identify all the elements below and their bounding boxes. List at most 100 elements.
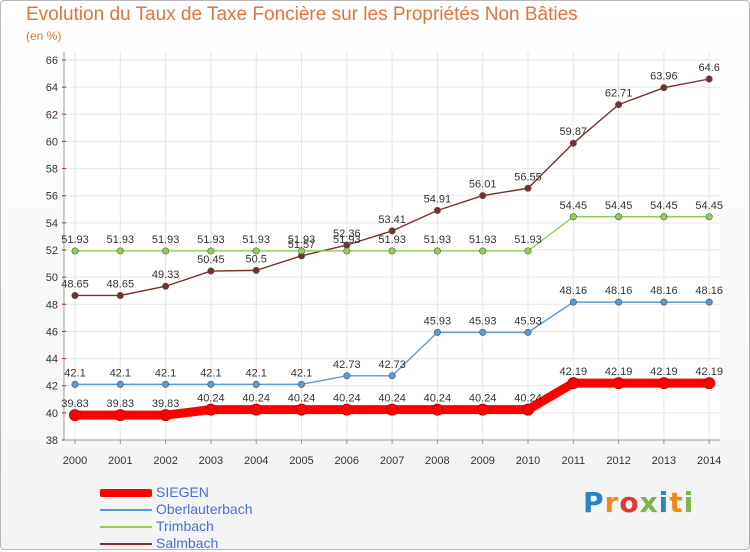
legend-item-siegen: SIEGEN (100, 484, 253, 501)
data-label-trimbach: 51.93 (61, 234, 89, 246)
data-point-salmbach (524, 184, 532, 192)
data-label-salmbach: 48.65 (61, 278, 89, 290)
data-label-siegen: 40.24 (333, 393, 361, 405)
data-label-oberlauterbach: 42.73 (378, 359, 406, 371)
data-label-oberlauterbach: 48.16 (650, 285, 678, 297)
logo-letter: t (669, 486, 684, 519)
data-point-oberlauterbach (524, 328, 532, 336)
data-point-siegen (657, 377, 670, 390)
data-point-siegen (114, 409, 127, 422)
chart-legend: SIEGEN Oberlauterbach Trimbach Salmbach (100, 484, 253, 552)
data-point-salmbach (479, 192, 487, 200)
data-label-siegen: 40.24 (242, 393, 270, 405)
data-point-oberlauterbach (615, 298, 623, 306)
data-label-salmbach: 54.91 (424, 194, 452, 206)
data-label-trimbach: 51.93 (514, 234, 542, 246)
data-point-oberlauterbach (388, 372, 396, 380)
legend-label-trimbach: Trimbach (156, 518, 214, 534)
data-label-salmbach: 63.96 (650, 71, 678, 83)
data-label-oberlauterbach: 45.93 (469, 315, 497, 327)
legend-item-oberlauterbach: Oberlauterbach (100, 501, 253, 518)
data-label-salmbach: 49.33 (152, 269, 180, 281)
data-point-trimbach (433, 247, 441, 255)
y-tick-label: 62 (46, 109, 58, 121)
data-label-trimbach: 54.45 (650, 200, 678, 212)
logo-letter: o (619, 486, 640, 519)
data-point-salmbach (569, 139, 577, 147)
legend-label-siegen: SIEGEN (156, 484, 209, 500)
y-tick-label: 40 (46, 408, 58, 420)
y-tick-label: 38 (46, 435, 58, 447)
data-label-salmbach: 50.5 (245, 253, 266, 265)
x-tick-label: 2013 (652, 455, 676, 467)
data-point-salmbach (433, 207, 441, 215)
data-label-salmbach: 56.55 (514, 171, 542, 183)
data-point-oberlauterbach (569, 298, 577, 306)
data-point-trimbach (252, 247, 260, 255)
data-label-siegen: 39.83 (152, 398, 180, 410)
data-label-trimbach: 51.93 (197, 234, 225, 246)
data-point-siegen (295, 403, 308, 416)
data-label-trimbach: 51.93 (152, 234, 180, 246)
y-tick-label: 66 (46, 55, 58, 67)
data-point-siegen (522, 403, 534, 416)
data-label-oberlauterbach: 42.73 (333, 359, 361, 371)
data-point-salmbach (71, 291, 79, 299)
data-label-siegen: 40.24 (378, 393, 406, 405)
x-tick-label: 2004 (244, 455, 268, 467)
logo-letter: P (583, 486, 605, 519)
data-point-siegen (204, 403, 217, 416)
data-label-oberlauterbach: 42.1 (155, 367, 176, 379)
x-tick-label: 2007 (380, 455, 404, 467)
data-label-trimbach: 51.93 (424, 234, 452, 246)
data-label-siegen: 39.83 (107, 398, 135, 410)
data-point-trimbach (71, 247, 79, 255)
data-point-salmbach (615, 101, 623, 109)
y-tick-label: 50 (46, 272, 58, 284)
x-tick-label: 2009 (470, 455, 494, 467)
data-label-siegen: 40.24 (469, 393, 497, 405)
data-point-trimbach (116, 247, 124, 255)
x-tick-label: 2006 (335, 455, 359, 467)
data-point-siegen (69, 409, 81, 422)
data-label-oberlauterbach: 42.1 (245, 367, 266, 379)
data-point-salmbach (207, 267, 215, 275)
data-point-oberlauterbach (343, 372, 351, 380)
x-tick-label: 2010 (516, 455, 540, 467)
data-label-trimbach: 51.93 (378, 234, 406, 246)
data-label-oberlauterbach: 45.93 (424, 315, 452, 327)
data-point-siegen (431, 403, 444, 416)
data-point-salmbach (388, 227, 396, 235)
data-label-siegen: 42.19 (650, 366, 678, 378)
data-point-siegen (159, 409, 172, 422)
data-point-siegen (476, 403, 489, 416)
data-point-siegen (386, 403, 399, 416)
data-label-siegen: 40.24 (424, 393, 452, 405)
x-tick-label: 2014 (697, 455, 721, 467)
data-label-trimbach: 51.93 (242, 234, 270, 246)
data-label-salmbach: 56.01 (469, 179, 497, 191)
data-point-trimbach (660, 213, 668, 221)
x-tick-label: 2002 (153, 455, 177, 467)
data-point-trimbach (479, 247, 487, 255)
data-point-trimbach (615, 213, 623, 221)
data-point-salmbach (252, 266, 260, 274)
data-label-salmbach: 52.36 (333, 228, 361, 240)
data-point-oberlauterbach (116, 380, 124, 388)
x-tick-label: 2001 (108, 455, 132, 467)
data-label-trimbach: 54.45 (560, 200, 588, 212)
data-point-salmbach (705, 75, 713, 83)
logo-letter: x (639, 486, 659, 519)
data-label-oberlauterbach: 42.1 (64, 367, 85, 379)
data-label-oberlauterbach: 45.93 (514, 315, 542, 327)
legend-swatch-siegen (100, 488, 152, 497)
legend-swatch-trimbach (100, 525, 152, 528)
logo-letter: i (658, 486, 670, 519)
data-point-oberlauterbach (162, 380, 170, 388)
y-tick-label: 54 (46, 218, 58, 230)
data-point-siegen (703, 377, 716, 390)
data-label-oberlauterbach: 48.16 (560, 285, 588, 297)
data-label-trimbach: 51.93 (107, 234, 135, 246)
data-label-trimbach: 51.93 (333, 234, 361, 246)
